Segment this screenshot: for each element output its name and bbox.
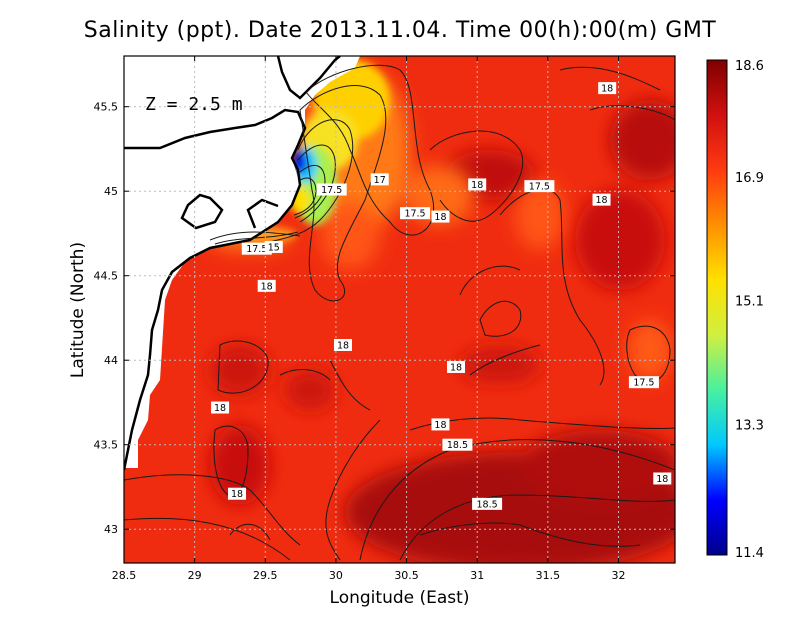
contour-label-box (592, 193, 611, 206)
contour-label: 17.5 (246, 244, 267, 255)
contour-label-box (316, 183, 347, 196)
contour-label-box (431, 418, 450, 431)
x-tick-label: 30 (329, 569, 343, 582)
contour-label: 18 (337, 340, 349, 351)
coastline (124, 108, 307, 471)
contour-label: 18 (214, 403, 226, 414)
contour-label-box (264, 240, 283, 253)
colorbar-tick-label: 16.9 (735, 171, 764, 186)
x-tick-label: 30.5 (394, 569, 419, 582)
depth-annotation: Z = 2.5 m (145, 94, 243, 115)
contour-label: 18 (231, 489, 243, 500)
contour-label: 18 (450, 362, 462, 373)
contour-label-box (598, 82, 617, 95)
contour-label-box (431, 210, 450, 223)
contour-label-box (653, 472, 672, 485)
x-tick-label: 31 (470, 569, 484, 582)
x-axis: 28.5 29 29.5 30 30.5 31 31.5 32 (112, 56, 625, 582)
y-tick-label: 43.5 (94, 439, 119, 452)
contour-label-box (628, 376, 659, 389)
y-tick-label: 43 (104, 523, 118, 536)
contour-label: 18 (434, 212, 446, 223)
contour-label: 18 (261, 281, 273, 292)
colorbar (706, 59, 728, 556)
contour-label-box (257, 279, 276, 292)
contour-label-box (447, 360, 466, 373)
colorbar-tick-label: 13.3 (735, 418, 764, 433)
land-area (124, 56, 360, 468)
grid-lines (124, 56, 675, 563)
contour-label: 18 (471, 180, 483, 191)
y-tick-label: 45 (104, 185, 118, 198)
contour-label: 17 (374, 175, 386, 186)
contour-label-box (333, 338, 352, 351)
contour-label-box (468, 178, 487, 191)
x-tick-label: 31.5 (536, 569, 561, 582)
contour-label-box (228, 487, 247, 500)
y-tick-label: 45.5 (94, 101, 119, 114)
contour-label: 18 (601, 84, 613, 95)
chart-title: Salinity (ppt). Date 2013.11.04. Time 00… (83, 18, 717, 43)
y-tick-label: 44.5 (94, 270, 119, 283)
contour-label: 18.5 (447, 440, 468, 451)
y-tick-label: 44 (104, 354, 118, 367)
contour-label-box (472, 497, 503, 510)
contour-label-box (370, 173, 389, 186)
contour-label-box (524, 180, 555, 193)
contour-label: 17.5 (404, 209, 425, 220)
contour-label: 17.5 (321, 185, 342, 196)
colorbar-ticks: 18.6 16.9 15.1 13.3 11.4 (735, 59, 764, 561)
contour-label-box (241, 242, 272, 255)
x-tick-label: 29.5 (253, 569, 278, 582)
x-tick-label: 32 (611, 569, 625, 582)
contour-label: 15 (268, 242, 280, 253)
colorbar-tick-label: 11.4 (735, 546, 764, 561)
plot-area (124, 56, 675, 563)
contour-label: 17.5 (633, 378, 654, 389)
contour-label: 18 (656, 474, 668, 485)
contour-label-box (400, 207, 431, 220)
colorbar-tick-label: 18.6 (735, 59, 764, 74)
colorbar-tick-label: 15.1 (735, 295, 764, 310)
plot-frame (123, 55, 676, 564)
lake-outline (180, 193, 224, 230)
x-axis-label: Longitude (East) (329, 588, 470, 608)
y-axis: 43 43.5 44 44.5 45 45.5 (94, 101, 675, 536)
coastline-north (276, 56, 341, 100)
contour-label: 18 (595, 195, 607, 206)
contour-label: 17.5 (529, 182, 550, 193)
x-tick-label: 29 (188, 569, 202, 582)
lagoon-outline (246, 198, 279, 229)
contour-label-box (211, 401, 230, 414)
x-tick-label: 28.5 (112, 569, 137, 582)
contour-label: 18 (434, 420, 446, 431)
contour-label: 18.5 (477, 499, 498, 510)
contour-label-box (442, 438, 473, 451)
